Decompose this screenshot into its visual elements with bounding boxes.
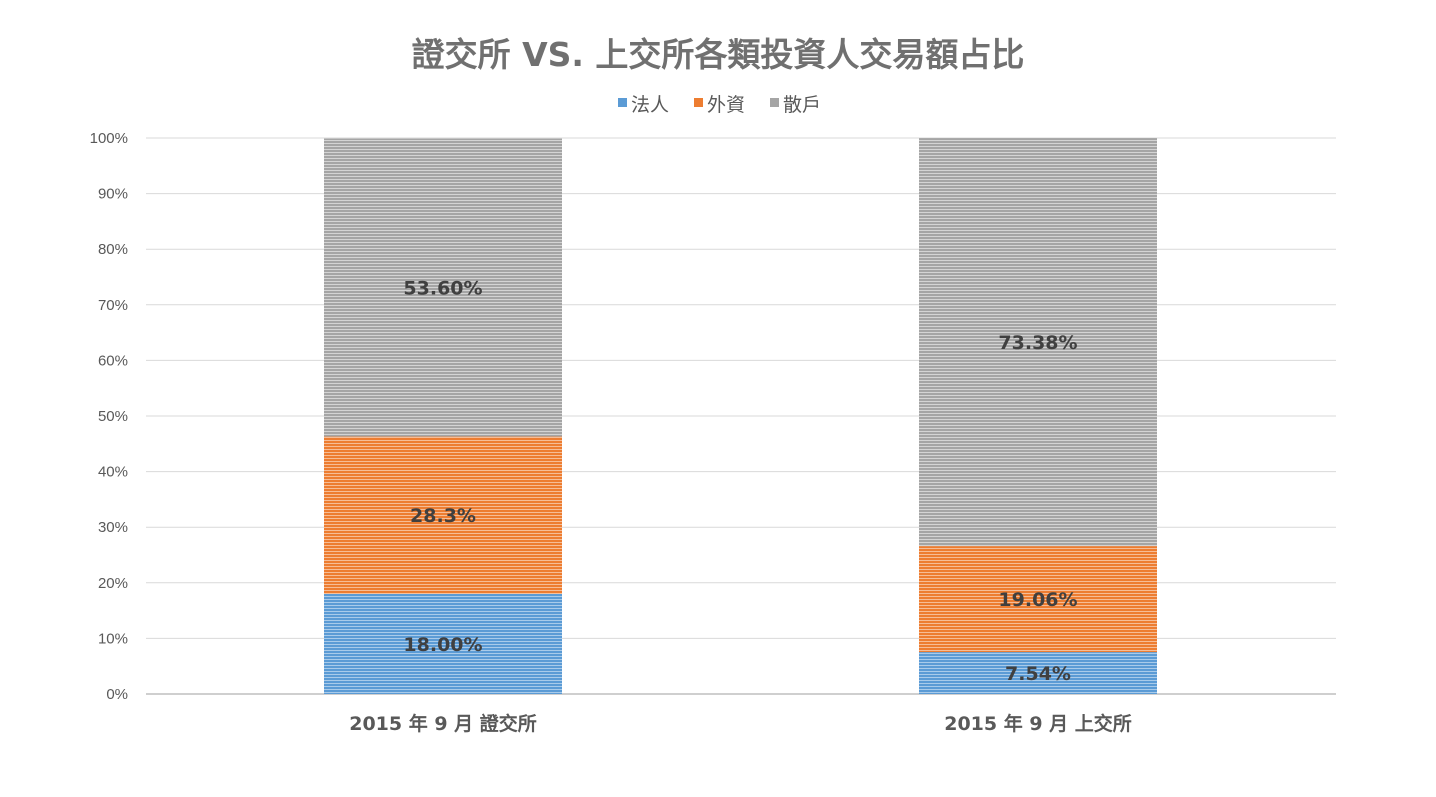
bar-segment — [324, 436, 562, 594]
data-label: 53.60% — [403, 278, 482, 300]
y-tick-label: 70% — [98, 297, 128, 314]
bar-segment — [919, 652, 1157, 694]
legend-label: 法人 — [631, 94, 669, 116]
legend-swatch — [618, 98, 627, 107]
y-tick-label: 40% — [98, 464, 128, 481]
legend-label: 外資 — [707, 94, 745, 116]
x-tick-label: 2015 年 9 月 上交所 — [944, 712, 1132, 735]
data-label: 28.3% — [410, 505, 476, 527]
legend: 法人 外資 散戶 — [618, 94, 821, 116]
bar-segment — [919, 546, 1157, 653]
chart-title: 證交所 VS. 上交所各類投資人交易額占比 — [412, 35, 1025, 74]
y-axis-ticks: 0% 10% 20% 30% 40% 50% 60% 70% 80% 90% 100% — [90, 130, 128, 703]
bar-segment — [324, 593, 562, 694]
legend-swatch — [694, 98, 703, 107]
y-tick-label: 30% — [98, 519, 128, 536]
bar-segment — [324, 138, 562, 437]
data-label: 73.38% — [998, 332, 1077, 354]
y-tick-label: 100% — [90, 130, 128, 147]
y-tick-label: 90% — [98, 186, 128, 203]
y-tick-label: 50% — [98, 408, 128, 425]
bars: 18.00% 28.3% 53.60% 7.54% 19.06% 73.38% — [324, 138, 1157, 694]
y-tick-label: 0% — [106, 686, 128, 703]
x-tick-label: 2015 年 9 月 證交所 — [349, 712, 537, 735]
y-tick-label: 80% — [98, 241, 128, 258]
bar-segment — [919, 138, 1157, 547]
x-axis-ticks: 2015 年 9 月 證交所 2015 年 9 月 上交所 — [349, 712, 1132, 735]
data-label: 19.06% — [998, 589, 1077, 611]
y-tick-label: 60% — [98, 352, 128, 369]
legend-swatch — [770, 98, 779, 107]
y-tick-label: 20% — [98, 575, 128, 592]
data-label: 18.00% — [403, 634, 482, 656]
y-tick-label: 10% — [98, 630, 128, 647]
legend-label: 散戶 — [783, 94, 821, 116]
data-label: 7.54% — [1005, 663, 1071, 685]
